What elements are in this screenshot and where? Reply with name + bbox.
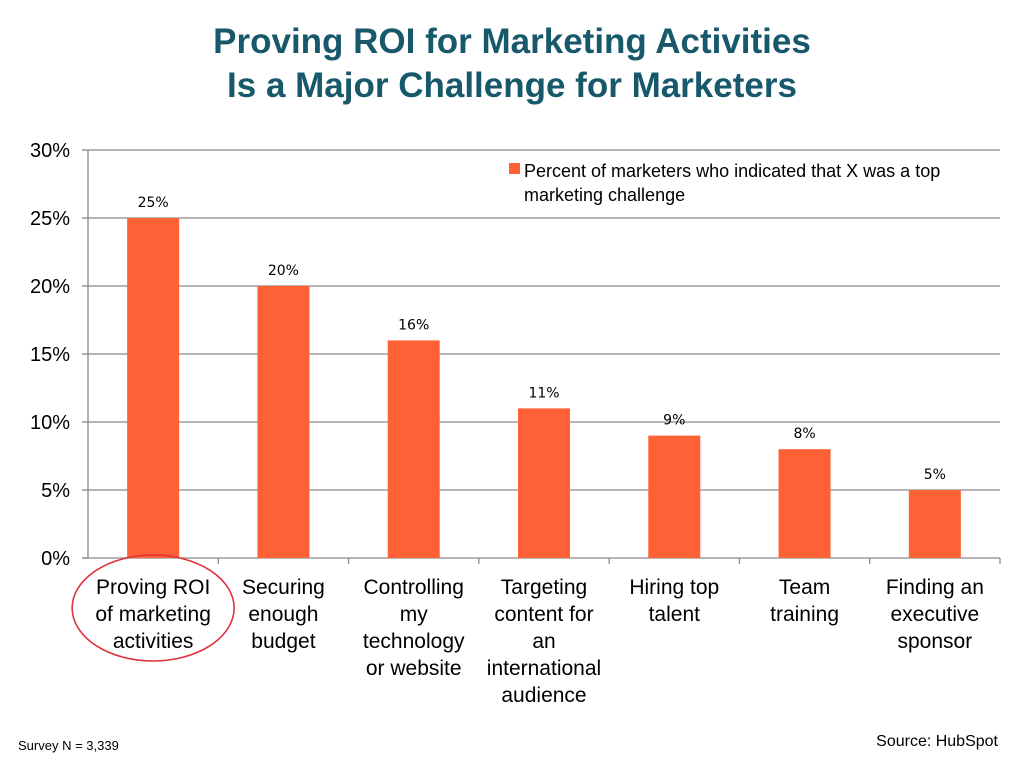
- y-tick-label: 15%: [30, 344, 70, 366]
- data-label: 20%: [268, 263, 299, 279]
- x-category-label: an: [532, 630, 555, 653]
- source-note: Source: HubSpot: [876, 733, 998, 750]
- x-category-label: enough: [248, 603, 318, 626]
- data-label: 5%: [924, 467, 946, 483]
- slide-title: Proving ROI for Marketing Activities Is …: [0, 20, 1024, 108]
- data-label: 9%: [663, 413, 685, 429]
- survey-note: Survey N = 3,339: [18, 738, 119, 753]
- y-tick-label: 5%: [41, 480, 70, 502]
- x-category-label: Finding an: [886, 576, 984, 599]
- x-category-label: talent: [649, 603, 701, 626]
- data-label: 16%: [398, 317, 429, 333]
- x-category-label: content for: [494, 603, 593, 626]
- data-label: 11%: [528, 385, 559, 401]
- y-tick-label: 25%: [30, 208, 70, 230]
- bar: [648, 435, 701, 558]
- highlight-circle: [71, 554, 235, 662]
- bar: [387, 340, 440, 558]
- data-label: 25%: [138, 195, 169, 211]
- legend-label: marketing challenge: [524, 185, 685, 205]
- title-line-1: Proving ROI for Marketing Activities: [213, 22, 811, 61]
- x-category-label: Proving ROI: [96, 576, 210, 599]
- bar: [257, 286, 310, 558]
- x-category-label: audience: [501, 684, 586, 707]
- x-category-label: Hiring top: [629, 576, 719, 599]
- x-category-label: Controlling: [364, 576, 464, 599]
- x-category-label: my: [400, 603, 428, 626]
- bar: [778, 449, 831, 558]
- y-tick-label: 20%: [30, 276, 70, 298]
- x-category-label: Targeting: [501, 576, 587, 599]
- x-category-label: activities: [113, 630, 194, 653]
- x-category-label: Securing: [242, 576, 325, 599]
- x-category-label: technology: [363, 630, 465, 653]
- x-category-label: international: [487, 657, 601, 680]
- x-category-label: budget: [251, 630, 315, 653]
- x-category-label: executive: [890, 603, 979, 626]
- x-category-label: training: [770, 603, 839, 626]
- legend-label: Percent of marketers who indicated that …: [524, 161, 940, 181]
- x-category-label: sponsor: [897, 630, 972, 653]
- y-tick-label: 10%: [30, 412, 70, 434]
- x-category-label: of marketing: [95, 603, 211, 626]
- x-category-label: Team: [779, 576, 830, 599]
- bar: [908, 490, 961, 558]
- y-tick-label: 30%: [30, 140, 70, 162]
- data-label: 8%: [793, 426, 815, 442]
- title-line-2: Is a Major Challenge for Marketers: [227, 66, 797, 105]
- bar: [518, 408, 570, 558]
- legend-swatch: [509, 163, 520, 174]
- y-tick-label: 0%: [41, 548, 70, 570]
- bar: [127, 218, 180, 558]
- x-category-label: or website: [366, 657, 462, 680]
